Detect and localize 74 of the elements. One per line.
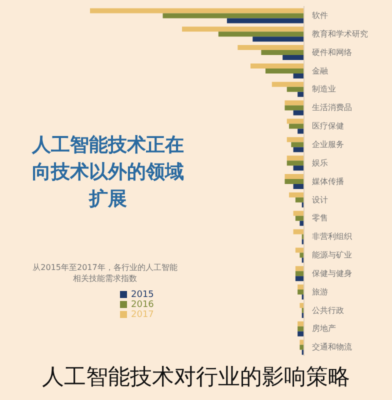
bar [284, 174, 304, 179]
bar [238, 45, 304, 50]
bar [298, 326, 304, 332]
y-tick-label: 企业服务 [312, 140, 344, 149]
bar [300, 340, 304, 345]
y-tick-label: 旅游 [312, 287, 328, 296]
bar [293, 73, 304, 78]
text: 人工智能技术正在向技术以外的领域扩展 [30, 133, 185, 212]
bar [286, 160, 304, 166]
bar [182, 26, 304, 32]
legend-label: 2017 [131, 310, 154, 320]
bar [162, 13, 304, 18]
bar [295, 197, 304, 202]
y-tick-label: 交通和物流 [312, 342, 352, 352]
bar [298, 128, 304, 134]
bar [295, 271, 304, 276]
bar [284, 179, 304, 184]
bar [293, 166, 304, 171]
bar [265, 68, 304, 74]
legend-label: 2016 [131, 300, 154, 310]
bar [298, 331, 304, 336]
y-tick-label: 房地产 [312, 324, 336, 334]
bar [300, 252, 304, 258]
bar [284, 105, 304, 110]
bar [286, 137, 304, 142]
bar [250, 63, 304, 68]
bar [300, 344, 304, 350]
y-tick-label: 软件 [312, 11, 328, 20]
bar [300, 220, 304, 226]
y-tick-label: 硬件和网络 [312, 48, 352, 57]
bar [293, 110, 304, 116]
y-tick-label: 公共行政 [312, 306, 344, 315]
bar [252, 36, 304, 42]
text: 人工智能技术对行业的影响策略 [41, 364, 351, 392]
bar [293, 210, 304, 216]
text: 从2015年至2017年，各行业的人工智能相关技能需求指数 [32, 262, 178, 284]
bar [289, 124, 304, 129]
y-tick-label: 能源与矿业 [312, 250, 352, 260]
bar [272, 82, 304, 87]
bar [291, 142, 304, 148]
bar [298, 321, 304, 326]
y-tick-label: 非营利组织 [312, 232, 352, 242]
bar [298, 290, 304, 295]
y-tick-label: 媒体传播 [312, 176, 344, 186]
y-tick-label: 金融 [312, 66, 328, 76]
legend-label: 2015 [131, 290, 154, 300]
bar [300, 302, 304, 308]
y-tick-label: 保健与健身 [312, 268, 352, 278]
bar [218, 32, 304, 37]
bar [286, 156, 304, 161]
bar [295, 276, 304, 282]
y-tick-label: 生活消费品 [312, 103, 352, 112]
bar [286, 86, 304, 92]
bar [226, 18, 304, 24]
bar [295, 216, 304, 221]
bar [90, 8, 304, 14]
y-tick-label: 教育和学术研究 [312, 29, 368, 38]
bar [295, 266, 304, 272]
bar [293, 147, 304, 152]
bar [282, 55, 304, 60]
bar [261, 50, 304, 56]
y-tick-label: 设计 [312, 195, 328, 204]
bar [298, 284, 304, 290]
bar [298, 92, 304, 97]
y-tick-label: 零售 [312, 214, 328, 223]
y-tick-label: 制造业 [312, 84, 336, 94]
bar [289, 192, 304, 198]
bar [295, 248, 304, 253]
bar [293, 229, 304, 234]
y-tick-label: 医疗保健 [312, 122, 344, 131]
bar [284, 100, 304, 106]
bar [293, 184, 304, 189]
y-tick-label: 娱乐 [312, 158, 328, 168]
bar [286, 118, 304, 124]
